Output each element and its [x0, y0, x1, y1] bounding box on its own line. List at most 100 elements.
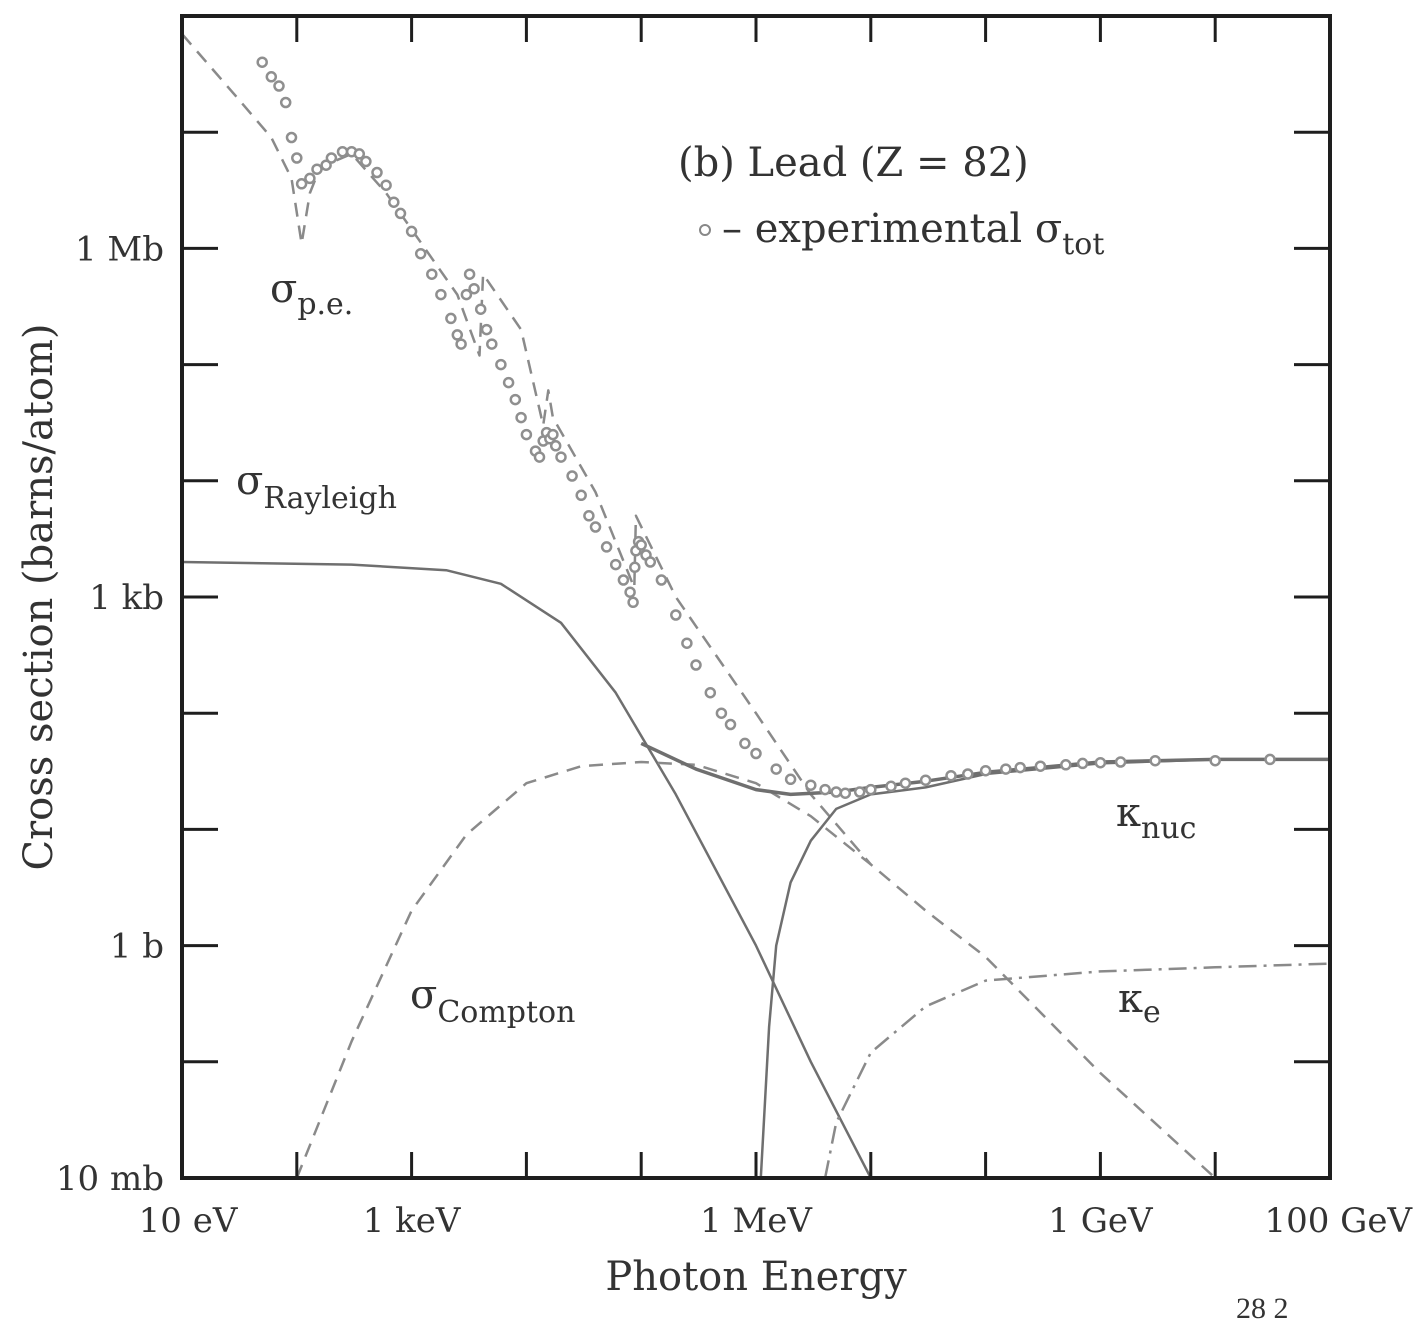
x-tick-label: 100 GeV: [1264, 1201, 1413, 1241]
experimental-point: [600, 541, 613, 553]
experimental-point: [265, 71, 278, 83]
legend-heading: (b) Lead (Z = 82): [678, 140, 1029, 186]
experimental-point: [1149, 754, 1161, 767]
experimental-point: [533, 451, 546, 463]
annotation-ke-main: κ: [1118, 976, 1143, 1022]
experimental-point: [549, 440, 562, 452]
x-tick-label: 10 eV: [139, 1201, 239, 1241]
experimental-point: [1209, 754, 1221, 767]
experimental-point: [1000, 763, 1012, 775]
experimental-point: [515, 411, 527, 424]
legend-experimental-label: – experimental σtot: [722, 206, 1104, 262]
experimental-point: [451, 329, 464, 341]
experimental-point: [899, 777, 912, 789]
experimental-point: [256, 56, 268, 68]
experimental-point: [279, 96, 292, 109]
experimental-point: [945, 769, 957, 782]
experimental-point: [502, 376, 515, 389]
experimental-point: [805, 779, 817, 791]
experimental-point: [589, 521, 602, 533]
experimental-point: [285, 131, 298, 144]
x-tick-label: 1 MeV: [700, 1201, 813, 1241]
experimental-point: [509, 393, 522, 406]
experimental-point: [320, 159, 332, 171]
experimental-point: [295, 178, 308, 190]
annotation-compton: σCompton: [410, 972, 575, 1030]
experimental-point: [750, 747, 762, 760]
experimental-point: [681, 637, 693, 649]
experimental-point: [474, 303, 487, 315]
experimental-point: [468, 282, 480, 295]
annotation-ke: κe: [1118, 976, 1161, 1030]
experimental-point: [394, 207, 407, 220]
experimental-point: [566, 470, 578, 482]
experimental-point: [670, 609, 682, 621]
experimental-point: [819, 783, 831, 796]
annotation-ke-sub: e: [1143, 995, 1161, 1030]
experimental-point: [1034, 760, 1047, 772]
experimental-point: [885, 780, 897, 793]
experimental-point: [273, 80, 285, 92]
experimental-point: [617, 574, 630, 586]
experimental-point: [690, 659, 702, 671]
annotation-compton-sub: Compton: [437, 995, 575, 1030]
experimental-point: [455, 338, 467, 350]
axis-ticks: [180, 14, 1332, 1180]
experimental-point: [830, 786, 842, 798]
experimental-point: [1076, 757, 1089, 770]
annotation-knuc: κnuc: [1116, 790, 1196, 846]
annotation-rayleigh-sub: Rayleigh: [263, 481, 397, 516]
experimental-point: [624, 586, 636, 598]
y-axis-title: Cross section (barns/atom): [16, 323, 62, 870]
experimental-point: [445, 312, 457, 325]
experimental-point: [1094, 756, 1107, 769]
experimental-point: [839, 787, 852, 799]
experimental-point: [1014, 761, 1026, 774]
legend-marker-icon: [699, 224, 711, 236]
annotation-rayleigh-main: σ: [236, 458, 263, 504]
experimental-point: [629, 561, 641, 574]
y-tick-label: 1 Mb: [75, 229, 164, 269]
experimental-point: [609, 558, 622, 571]
experimental-point: [770, 763, 782, 775]
legend-marker-sub: tot: [1062, 227, 1104, 262]
experimental-point: [704, 686, 717, 699]
annotation-rayleigh: σRayleigh: [236, 458, 397, 516]
experimental-point: [380, 179, 392, 191]
experimental-point: [715, 707, 728, 719]
y-tick-label: 1 b: [110, 927, 164, 967]
experimental-point: [853, 786, 866, 798]
legend-marker-text: – experimental σ: [722, 206, 1062, 252]
experimental-point: [463, 268, 476, 280]
experimental-point: [325, 152, 338, 164]
experimental-point: [480, 323, 493, 336]
series-line-pe: [182, 33, 872, 866]
annotation-knuc-main: κ: [1116, 790, 1141, 836]
experimental-point: [371, 166, 383, 179]
experimental-markers: [256, 56, 1276, 799]
x-tick-labels: 10 eV 1 keV 1 MeV 1 GeV 100 GeV: [139, 1201, 1414, 1241]
experimental-point: [360, 155, 372, 168]
stray-corner-text: 28 2: [1236, 1292, 1289, 1320]
annotation-pe-sub: p.e.: [297, 287, 353, 322]
experimental-point: [311, 163, 323, 175]
x-tick-label: 1 keV: [363, 1201, 462, 1241]
experimental-point: [627, 596, 639, 609]
annotation-compton-main: σ: [410, 972, 437, 1018]
series-line-knuc: [759, 758, 1330, 1178]
experimental-point: [979, 764, 992, 777]
experimental-point: [784, 773, 797, 786]
experimental-point: [1114, 756, 1127, 768]
experimental-point: [291, 152, 303, 164]
experimental-point: [865, 783, 877, 796]
experimental-point: [435, 288, 447, 301]
experimental-point: [555, 451, 567, 463]
y-tick-label: 10 mb: [56, 1159, 164, 1199]
x-tick-label: 1 GeV: [1048, 1201, 1154, 1241]
experimental-point: [520, 428, 533, 441]
y-tick-labels: 10 mb 1 b 1 kb 1 Mb: [56, 229, 164, 1199]
experimental-point: [336, 145, 349, 158]
experimental-point: [1060, 759, 1072, 771]
series-line-compton: [295, 760, 1217, 1178]
